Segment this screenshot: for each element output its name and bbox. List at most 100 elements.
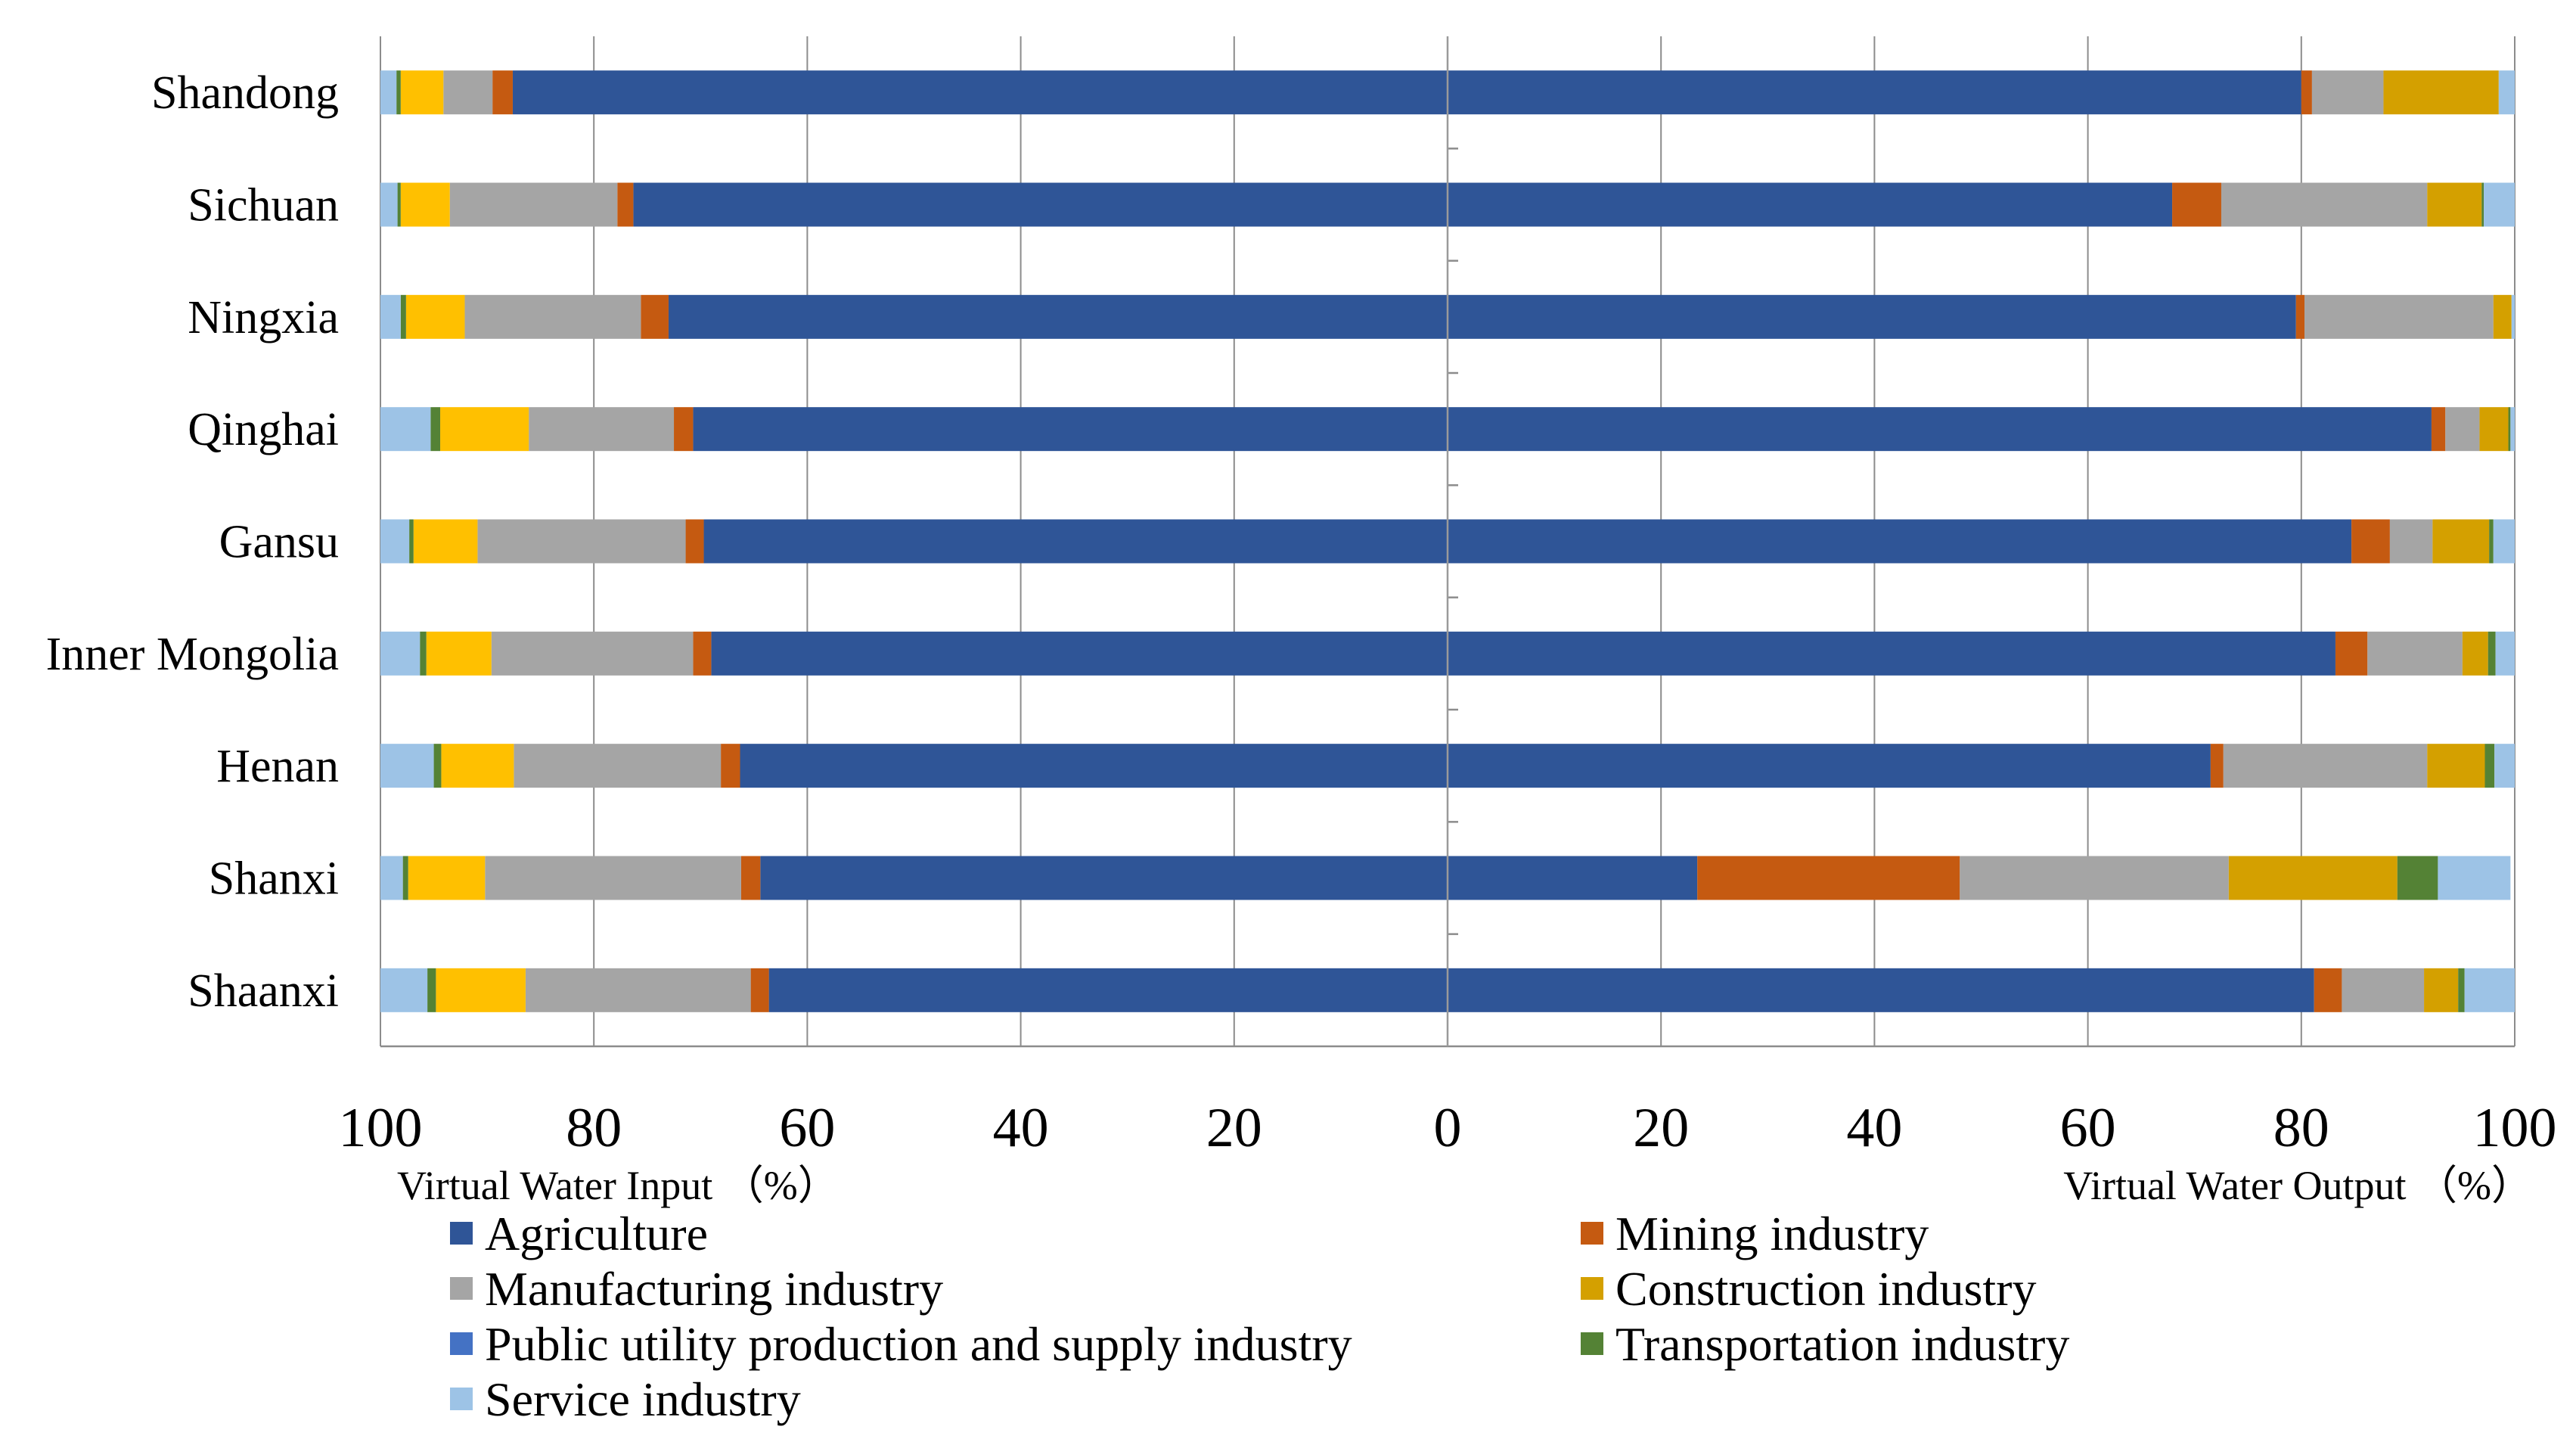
bar-input-shandong-agriculture — [512, 70, 1448, 115]
bar-input-sichuan-mining-industry — [617, 182, 634, 227]
bar-output-shanxi-manufacturing-industry — [1960, 856, 2229, 900]
x-tick-label-5: 0 — [1434, 1097, 1462, 1159]
bar-input-henan-manufacturing-industry — [514, 744, 722, 788]
bar-output-sichuan-agriculture — [1448, 182, 2173, 227]
bar-input-henan-service-industry — [380, 744, 434, 788]
bar-input-gansu-agriculture — [703, 519, 1448, 564]
bar-input-shandong-service-industry — [380, 70, 397, 115]
bar-input-inner-mongolia-public-utility-production-and-supply-industry — [426, 631, 492, 676]
bar-output-shandong-manufacturing-industry — [2311, 70, 2384, 115]
bar-input-sichuan-service-industry — [380, 182, 398, 227]
bar-input-shaanxi-agriculture — [768, 968, 1448, 1012]
bar-input-gansu-service-industry — [380, 519, 410, 564]
bar-input-shaanxi-public-utility-production-and-supply-industry — [436, 968, 526, 1012]
bar-input-ningxia-manufacturing-industry — [464, 294, 641, 339]
bar-input-henan-mining-industry — [721, 744, 740, 788]
x-tick-label-4: 20 — [1206, 1097, 1262, 1159]
bar-output-inner-mongolia-manufacturing-industry — [2367, 631, 2463, 676]
x-tick-label-3: 40 — [993, 1097, 1049, 1159]
bar-output-sichuan-mining-industry — [2172, 182, 2221, 227]
bar-output-shandong-service-industry — [2498, 70, 2515, 115]
legend-label-public-utility-production-and-supply-industry: Public utility production and supply ind… — [485, 1317, 1352, 1371]
bar-input-shaanxi-manufacturing-industry — [525, 968, 751, 1012]
bar-input-shandong-transportation-industry — [396, 70, 401, 115]
bar-output-sichuan-service-industry — [2484, 182, 2515, 227]
bar-output-henan-construction-industry — [2427, 744, 2485, 788]
bar-output-gansu-construction-industry — [2432, 519, 2490, 564]
bar-output-shandong-construction-industry — [2383, 70, 2499, 115]
bar-input-shandong-manufacturing-industry — [443, 70, 493, 115]
bar-output-shanxi-service-industry — [2438, 856, 2511, 900]
bar-input-shaanxi-service-industry — [380, 968, 428, 1012]
bar-input-shanxi-manufacturing-industry — [485, 856, 741, 900]
tick-labels: 100 80 60 40 20 0 20 40 60 80 100 — [339, 1097, 2557, 1159]
legend-swatch-mining-industry — [1581, 1222, 1603, 1245]
bar-input-gansu-mining-industry — [685, 519, 704, 564]
bar-output-ningxia-agriculture — [1448, 294, 2296, 339]
bar-output-gansu-service-industry — [2493, 519, 2515, 564]
legend-swatch-service-industry — [450, 1388, 473, 1410]
bar-output-shaanxi-agriculture — [1448, 968, 2314, 1012]
bar-output-shaanxi-transportation-industry — [2458, 968, 2465, 1012]
bar-input-henan-transportation-industry — [433, 744, 442, 788]
legend-label-manufacturing-industry: Manufacturing industry — [485, 1262, 943, 1316]
bar-output-ningxia-mining-industry — [2295, 294, 2305, 339]
bar-output-shaanxi-construction-industry — [2424, 968, 2459, 1012]
bar-output-inner-mongolia-service-industry — [2495, 631, 2515, 676]
bar-output-inner-mongolia-mining-industry — [2335, 631, 2368, 676]
x-tick-label-7: 40 — [1846, 1097, 1902, 1159]
bar-input-shanxi-mining-industry — [740, 856, 761, 900]
bar-output-sichuan-transportation-industry — [2481, 182, 2484, 227]
bar-input-shanxi-agriculture — [760, 856, 1448, 900]
bar-output-shandong-agriculture — [1448, 70, 2301, 115]
x-tick-label-8: 60 — [2060, 1097, 2116, 1159]
bar-output-qinghai-manufacturing-industry — [2445, 407, 2480, 452]
bar-input-shaanxi-mining-industry — [750, 968, 769, 1012]
bar-output-inner-mongolia-construction-industry — [2462, 631, 2488, 676]
bar-output-qinghai-construction-industry — [2479, 407, 2509, 452]
bar-input-sichuan-transportation-industry — [397, 182, 401, 227]
axes — [380, 36, 2515, 1048]
bar-output-shaanxi-service-industry — [2464, 968, 2515, 1012]
axis-titles: Virtual Water Input （%） Virtual Water Ou… — [397, 1163, 2532, 1208]
bar-output-gansu-agriculture — [1448, 519, 2352, 564]
bar-output-qinghai-agriculture — [1448, 407, 2432, 452]
bar-input-ningxia-service-industry — [380, 294, 401, 339]
legend-label-service-industry: Service industry — [485, 1372, 801, 1426]
bar-output-henan-service-industry — [2494, 744, 2515, 788]
legend-label-construction-industry: Construction industry — [1615, 1262, 2036, 1316]
x-tick-label-1: 80 — [566, 1097, 622, 1159]
bar-output-qinghai-mining-industry — [2431, 407, 2446, 452]
legend-swatch-public-utility-production-and-supply-industry — [450, 1332, 473, 1355]
x-tick-label-9: 80 — [2273, 1097, 2329, 1159]
bar-output-qinghai-service-industry — [2510, 407, 2515, 452]
bar-output-ningxia-service-industry — [2511, 294, 2515, 339]
bar-input-shandong-mining-industry — [492, 70, 513, 115]
bar-output-shanxi-agriculture — [1448, 856, 1698, 900]
category-label-qinghai: Qinghai — [188, 404, 339, 455]
bar-output-shanxi-construction-industry — [2228, 856, 2398, 900]
bar-input-sichuan-public-utility-production-and-supply-industry — [400, 182, 450, 227]
category-label-shanxi: Shanxi — [209, 853, 339, 905]
bar-input-shandong-public-utility-production-and-supply-industry — [400, 70, 444, 115]
legend-swatch-manufacturing-industry — [450, 1277, 473, 1300]
bar-input-inner-mongolia-mining-industry — [693, 631, 712, 676]
bar-output-ningxia-manufacturing-industry — [2304, 294, 2494, 339]
bar-input-sichuan-agriculture — [633, 182, 1448, 227]
bar-input-ningxia-agriculture — [668, 294, 1448, 339]
bar-output-shanxi-transportation-industry — [2397, 856, 2438, 900]
bar-input-shanxi-public-utility-production-and-supply-industry — [408, 856, 486, 900]
bar-output-shandong-mining-industry — [2301, 70, 2312, 115]
bar-input-gansu-public-utility-production-and-supply-industry — [413, 519, 478, 564]
category-labels: Shandong Sichuan Ningxia Qinghai Gansu Inner … — [46, 67, 339, 1017]
bar-input-qinghai-service-industry — [380, 407, 431, 452]
bar-input-shanxi-transportation-industry — [402, 856, 408, 900]
bar-input-inner-mongolia-service-industry — [380, 631, 421, 676]
bar-output-inner-mongolia-transportation-industry — [2488, 631, 2496, 676]
bar-output-shanxi-mining-industry — [1697, 856, 1960, 900]
category-label-gansu: Gansu — [219, 517, 339, 568]
x-tick-label-10: 100 — [2473, 1097, 2557, 1159]
legend: Agriculture Mining industry Manufacturing … — [450, 1207, 2069, 1426]
legend-swatch-construction-industry — [1581, 1277, 1603, 1300]
